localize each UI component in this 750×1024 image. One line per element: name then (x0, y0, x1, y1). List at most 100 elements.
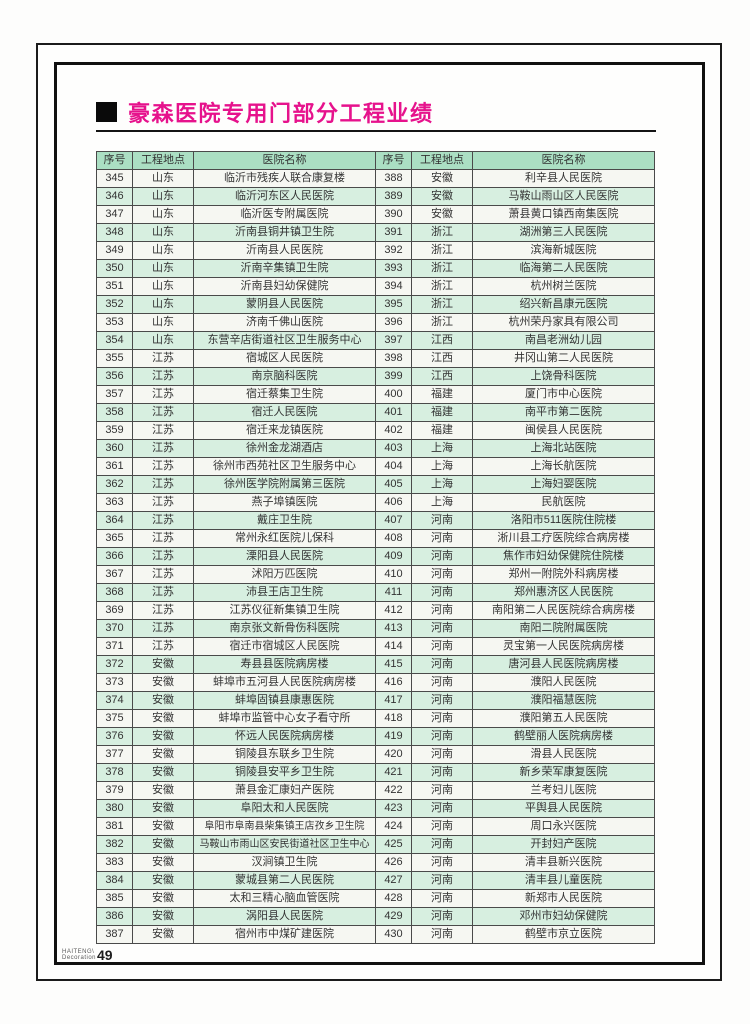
projects-table-left: 序号 工程地点 医院名称 345 山东 临沂市残疾人联合康复楼 346 山东 临沂河东区人… (96, 151, 376, 944)
hospital-name-cell: 兰考妇儿医院 (472, 781, 655, 800)
row-number-cell: 353 (96, 313, 133, 332)
row-number-cell: 369 (96, 601, 133, 620)
location-cell: 河南 (411, 673, 473, 692)
hospital-name-cell: 江苏仪征新集镇卫生院 (193, 601, 376, 620)
row-number-cell: 361 (96, 457, 133, 476)
table-row: 405 上海 上海妇婴医院 (375, 475, 655, 494)
row-number-cell: 393 (375, 259, 412, 278)
location-cell: 江苏 (132, 421, 194, 440)
table-row: 409 河南 焦作市妇幼保健院住院楼 (375, 547, 655, 566)
location-cell: 江苏 (132, 637, 194, 656)
hospital-name-cell: 上海长航医院 (472, 457, 655, 476)
location-cell: 河南 (411, 835, 473, 854)
location-cell: 河南 (411, 619, 473, 638)
row-number-cell: 417 (375, 691, 412, 710)
table-row: 396 浙江 杭州荣丹家具有限公司 (375, 313, 655, 332)
hospital-name-cell: 周口永兴医院 (472, 817, 655, 836)
hospital-name-cell: 徐州医学院附属第三医院 (193, 475, 376, 494)
location-cell: 河南 (411, 601, 473, 620)
table-row: 377 安徽 铜陵县东联乡卫生院 (96, 745, 376, 764)
location-cell: 江苏 (132, 493, 194, 512)
row-number-cell: 367 (96, 565, 133, 584)
hospital-name-cell: 濮阳人民医院 (472, 673, 655, 692)
hospital-name-cell: 洛阳市511医院住院楼 (472, 511, 655, 530)
hospital-name-cell: 闽侯县人民医院 (472, 421, 655, 440)
row-number-cell: 380 (96, 799, 133, 818)
location-cell: 安徽 (132, 673, 194, 692)
location-cell: 浙江 (411, 277, 473, 296)
column-header-index: 序号 (96, 151, 133, 170)
projects-tables-container: 序号 工程地点 医院名称 345 山东 临沂市残疾人联合康复楼 346 山东 临沂河东区人… (96, 151, 655, 944)
table-row: 384 安徽 蒙城县第二人民医院 (96, 871, 376, 890)
table-row: 360 江苏 徐州金龙湖酒店 (96, 439, 376, 458)
row-number-cell: 356 (96, 367, 133, 386)
row-number-cell: 390 (375, 205, 412, 224)
hospital-name-cell: 太和三精心脑血管医院 (193, 889, 376, 908)
title-underline-rule (96, 130, 656, 132)
row-number-cell: 412 (375, 601, 412, 620)
hospital-name-cell: 南京张文新骨伤科医院 (193, 619, 376, 638)
table-row: 380 安徽 阜阳太和人民医院 (96, 799, 376, 818)
table-row: 415 河南 唐河县人民医院病房楼 (375, 655, 655, 674)
row-number-cell: 371 (96, 637, 133, 656)
hospital-name-cell: 井冈山第二人民医院 (472, 349, 655, 368)
location-cell: 江苏 (132, 547, 194, 566)
row-number-cell: 428 (375, 889, 412, 908)
table-row: 383 安徽 汊涧镇卫生院 (96, 853, 376, 872)
table-row: 421 河南 新乡荣军康复医院 (375, 763, 655, 782)
table-row: 388 安徽 利辛县人民医院 (375, 169, 655, 188)
hospital-name-cell: 民航医院 (472, 493, 655, 512)
hospital-name-cell: 厦门市中心医院 (472, 385, 655, 404)
title-bullet-square (96, 102, 117, 122)
title-block: 豪森医院专用门部分工程业绩 (96, 96, 434, 128)
row-number-cell: 360 (96, 439, 133, 458)
location-cell: 安徽 (132, 745, 194, 764)
row-number-cell: 348 (96, 223, 133, 242)
row-number-cell: 389 (375, 187, 412, 206)
location-cell: 安徽 (132, 691, 194, 710)
hospital-name-cell: 蚌埠固镇县康惠医院 (193, 691, 376, 710)
location-cell: 安徽 (411, 205, 473, 224)
hospital-name-cell: 绍兴新昌康元医院 (472, 295, 655, 314)
table-row: 406 上海 民航医院 (375, 493, 655, 512)
location-cell: 安徽 (132, 835, 194, 854)
location-cell: 上海 (411, 457, 473, 476)
table-row: 385 安徽 太和三精心脑血管医院 (96, 889, 376, 908)
table-row: 390 安徽 萧县黄口镇西南集医院 (375, 205, 655, 224)
row-number-cell: 382 (96, 835, 133, 854)
row-number-cell: 409 (375, 547, 412, 566)
location-cell: 河南 (411, 781, 473, 800)
table-row: 379 安徽 萧县金汇康妇产医院 (96, 781, 376, 800)
table-row: 430 河南 鹤壁市京立医院 (375, 925, 655, 944)
location-cell: 河南 (411, 511, 473, 530)
location-cell: 江苏 (132, 583, 194, 602)
hospital-name-cell: 东营辛店街道社区卫生服务中心 (193, 331, 376, 350)
row-number-cell: 397 (375, 331, 412, 350)
row-number-cell: 368 (96, 583, 133, 602)
location-cell: 江苏 (132, 475, 194, 494)
table-row: 419 河南 鹤壁丽人医院病房楼 (375, 727, 655, 746)
hospital-name-cell: 常州永红医院儿保科 (193, 529, 376, 548)
table-row: 369 江苏 江苏仪征新集镇卫生院 (96, 601, 376, 620)
row-number-cell: 408 (375, 529, 412, 548)
table-row: 367 江苏 沭阳万匹医院 (96, 565, 376, 584)
location-cell: 河南 (411, 745, 473, 764)
hospital-name-cell: 蚌埠市五河县人民医院病房楼 (193, 673, 376, 692)
table-row: 417 河南 濮阳福慧医院 (375, 691, 655, 710)
table-row: 393 浙江 临海第二人民医院 (375, 259, 655, 278)
row-number-cell: 351 (96, 277, 133, 296)
row-number-cell: 385 (96, 889, 133, 908)
hospital-name-cell: 宿城区人民医院 (193, 349, 376, 368)
table-row: 410 河南 郑州一附院外科病房楼 (375, 565, 655, 584)
row-number-cell: 424 (375, 817, 412, 836)
location-cell: 江苏 (132, 511, 194, 530)
row-number-cell: 365 (96, 529, 133, 548)
location-cell: 福建 (411, 421, 473, 440)
hospital-name-cell: 南平市第二医院 (472, 403, 655, 422)
table-row: 374 安徽 蚌埠固镇县康惠医院 (96, 691, 376, 710)
location-cell: 河南 (411, 727, 473, 746)
hospital-name-cell: 沛县王店卫生院 (193, 583, 376, 602)
table-row: 404 上海 上海长航医院 (375, 457, 655, 476)
location-cell: 山东 (132, 313, 194, 332)
row-number-cell: 414 (375, 637, 412, 656)
